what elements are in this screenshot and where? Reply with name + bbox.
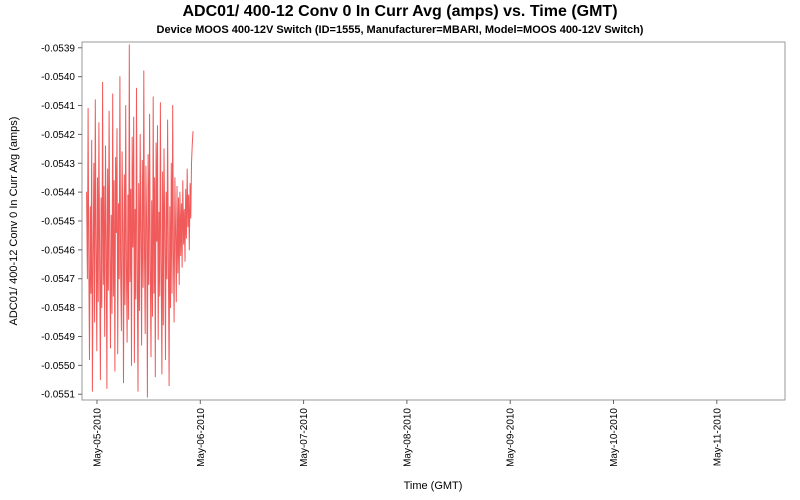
chart-subtitle: Device MOOS 400-12V Switch (ID=1555, Man… bbox=[156, 24, 644, 36]
svg-text:May-10-2010: May-10-2010 bbox=[609, 408, 620, 467]
svg-text:-0.0542: -0.0542 bbox=[41, 130, 75, 141]
y-axis-title: ADC01/ 400-12 Conv 0 In Curr Avg (amps) bbox=[8, 116, 20, 326]
svg-text:-0.0539: -0.0539 bbox=[41, 43, 75, 54]
svg-text:May-11-2010: May-11-2010 bbox=[712, 408, 723, 467]
chart-title: ADC01/ 400-12 Conv 0 In Curr Avg (amps) … bbox=[182, 3, 618, 20]
svg-text:-0.0540: -0.0540 bbox=[41, 72, 75, 83]
svg-text:-0.0545: -0.0545 bbox=[41, 217, 75, 228]
svg-text:-0.0547: -0.0547 bbox=[41, 274, 75, 285]
svg-text:-0.0544: -0.0544 bbox=[41, 188, 75, 199]
svg-text:-0.0548: -0.0548 bbox=[41, 303, 75, 314]
svg-text:-0.0546: -0.0546 bbox=[41, 245, 75, 256]
svg-text:-0.0551: -0.0551 bbox=[41, 390, 75, 401]
svg-text:May-05-2010: May-05-2010 bbox=[92, 408, 103, 467]
x-axis-title: Time (GMT) bbox=[403, 480, 463, 492]
svg-text:-0.0550: -0.0550 bbox=[41, 361, 75, 372]
svg-text:May-06-2010: May-06-2010 bbox=[196, 408, 207, 467]
svg-text:-0.0541: -0.0541 bbox=[41, 101, 75, 112]
svg-text:May-07-2010: May-07-2010 bbox=[299, 408, 310, 467]
svg-text:-0.0549: -0.0549 bbox=[41, 332, 75, 343]
svg-text:-0.0543: -0.0543 bbox=[41, 159, 75, 170]
svg-text:May-09-2010: May-09-2010 bbox=[506, 408, 517, 467]
svg-text:May-08-2010: May-08-2010 bbox=[402, 408, 413, 467]
